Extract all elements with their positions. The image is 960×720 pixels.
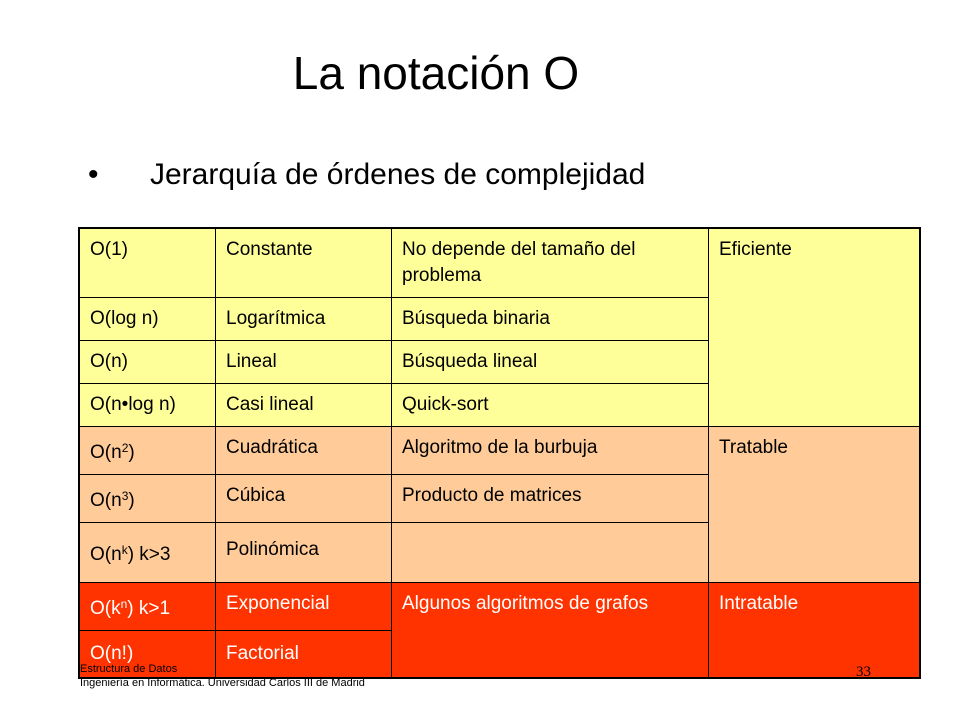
order-cell: O(kn) k>1 [78,582,216,631]
footer-institution: Ingeniería en Informática. Universidad C… [80,677,365,689]
page-number: 33 [856,664,871,680]
name-cell: Cúbica [215,474,392,523]
order-cell: O(n2) [78,426,216,475]
order-cell: O(nk) k>3 [78,522,216,583]
example-cell: Búsqueda binaria [391,297,709,341]
complexity-table: O(1) Constante No depende del tamaño del… [78,227,921,679]
bullet-text: Jerarquía de órdenes de complejidad [150,158,646,191]
example-cell: Algoritmo de la burbuja [391,426,709,475]
class-cell-intractable: Intratable [708,582,921,679]
order-cell: O(n) [78,340,216,384]
order-cell: O(n3) [78,474,216,523]
example-cell: Quick-sort [391,383,709,427]
example-cell: Producto de matrices [391,474,709,523]
footer: Estructura de Datos Ingeniería en Inform… [80,662,365,690]
table-row: O(kn) k>1 Exponencial Algunos algoritmos… [78,582,921,679]
name-cell: Constante [215,227,392,298]
order-cell: O(n•log n) [78,383,216,427]
name-cell: Polinómica [215,522,392,583]
bullet-item: • Jerarquía de órdenes de complejidad [88,158,645,192]
class-cell-efficient: Eficiente [708,227,921,427]
example-cell: Algunos algoritmos de grafos [391,582,709,679]
example-cell: Búsqueda lineal [391,340,709,384]
table-row: O(n2) Cuadrática Algoritmo de la burbuja… [78,426,921,583]
table-row: O(n3) Cúbica Producto de matrices [78,474,920,523]
example-cell [391,522,709,583]
name-cell: Factorial [215,630,392,679]
name-cell: Lineal [215,340,392,384]
class-cell-tractable: Tratable [708,426,921,583]
example-cell: No depende del tamaño del problema [391,227,709,298]
name-cell: Casi lineal [215,383,392,427]
footer-course: Estructura de Datos [80,663,178,675]
slide-title: La notación O [292,47,580,99]
order-cell: O(1) [78,227,216,298]
table-row: O(1) Constante No depende del tamaño del… [78,227,921,427]
order-cell: O(log n) [78,297,216,341]
bullet-icon: • [88,158,99,191]
name-cell: Cuadrática [215,426,392,475]
name-cell: Logarítmica [215,297,392,341]
name-cell: Exponencial [215,582,392,631]
